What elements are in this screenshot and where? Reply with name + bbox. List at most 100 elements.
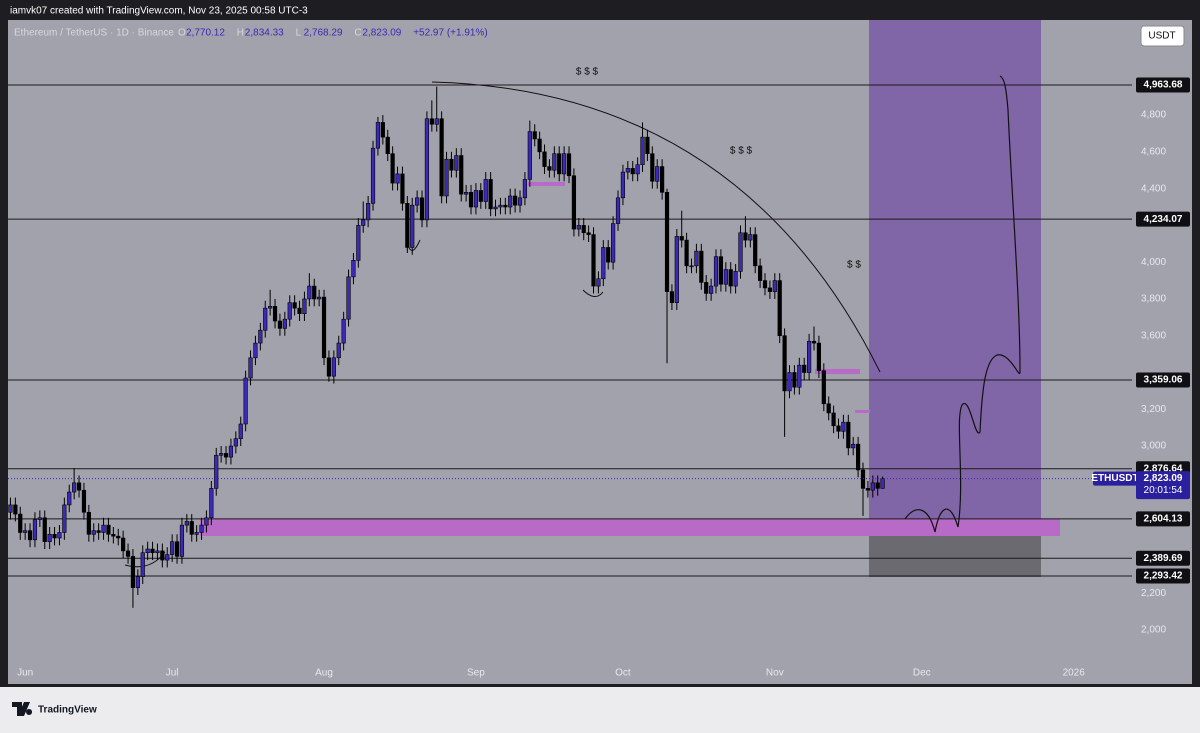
candle-body [767, 287, 773, 292]
candle-body [807, 340, 812, 373]
candle-body [336, 342, 341, 359]
candle-body [116, 535, 121, 539]
candle-body [130, 556, 136, 588]
candle-body [321, 296, 327, 359]
candle-body [517, 197, 523, 206]
currency-button[interactable] [1140, 25, 1185, 47]
candle-body [346, 276, 351, 320]
candle-body [640, 136, 645, 166]
candle-body [76, 482, 82, 491]
candle-body [772, 280, 777, 292]
level-label: 4,234.07 [1144, 214, 1183, 225]
candle-body [459, 155, 464, 195]
candle-body [821, 370, 826, 405]
candle-body [106, 524, 111, 535]
candle-body [743, 232, 748, 241]
candle-body [797, 364, 802, 388]
candle-body [811, 340, 817, 344]
symbol-tag-box [1093, 471, 1137, 486]
candle-body [542, 151, 547, 167]
candle-body [179, 524, 185, 557]
candle-body [513, 195, 518, 206]
candle-body [277, 320, 283, 329]
candle-body [223, 453, 229, 458]
candle-body [52, 534, 57, 539]
level-label-box [1136, 77, 1190, 93]
candle-body [576, 225, 581, 230]
candle-body [96, 530, 101, 533]
candle-body [121, 537, 126, 552]
candle-body [660, 166, 665, 193]
candle-body [478, 190, 483, 202]
candle-body [86, 511, 91, 535]
candle-body [596, 278, 601, 287]
candle-body [713, 256, 719, 287]
candle-body [870, 482, 875, 491]
candle-body [228, 445, 234, 458]
candle-body [748, 234, 753, 241]
candle-body [674, 236, 679, 303]
candle-body [841, 421, 846, 432]
candle-body [23, 530, 28, 533]
candle-body [508, 195, 513, 208]
candle-body [449, 158, 454, 171]
candle-body [390, 153, 395, 184]
candle-body [248, 357, 253, 379]
candle-body [846, 421, 851, 449]
candle-body [439, 118, 444, 197]
candle-body [836, 425, 841, 432]
candle-body [150, 548, 155, 554]
candle-body [184, 521, 189, 526]
candle-body [571, 175, 577, 230]
level-label: 2,604.13 [1144, 513, 1183, 524]
change: +52.97 (+1.91%) [413, 28, 488, 39]
candle-body [67, 491, 72, 506]
candle-body [400, 173, 405, 204]
candle-body [194, 532, 199, 535]
candle-body [366, 203, 371, 221]
candle-body [860, 469, 866, 489]
candle-body [454, 155, 459, 171]
candle-body [189, 521, 194, 535]
candle-body [214, 454, 219, 489]
candle-body [875, 482, 880, 489]
currency-button-label[interactable]: USDT [1148, 31, 1175, 42]
candle-body [170, 541, 175, 555]
candle-body [782, 335, 787, 392]
level-label: 2,389.69 [1144, 553, 1183, 564]
candle-body [689, 265, 694, 268]
candle-body [37, 517, 42, 520]
candle-body [238, 423, 243, 440]
y-tick-label: 2,200 [1141, 588, 1166, 599]
level-label-box [1136, 511, 1190, 527]
candle-body [219, 453, 224, 456]
x-tick-label: Jul [166, 668, 179, 679]
x-tick-label: Dec [913, 668, 931, 679]
candle-body [753, 234, 758, 267]
candle-body [851, 443, 856, 449]
candle-body [47, 534, 52, 542]
candle-body [611, 223, 616, 263]
readout-value: 2,768.29 [304, 28, 343, 39]
candle-body [826, 403, 831, 414]
candle-body [880, 478, 885, 489]
candle-body [709, 285, 714, 294]
annotation: $ $ $ [730, 146, 753, 157]
candle-body [410, 204, 415, 248]
readout-label: L [296, 28, 302, 39]
level-label-box [1136, 211, 1190, 227]
candle-body [464, 191, 469, 195]
y-tick-label: 4,600 [1141, 146, 1166, 157]
candle-body [429, 118, 434, 125]
y-tick-label: 2,000 [1141, 625, 1166, 636]
candle-body [140, 552, 145, 577]
level-label: 3,359.06 [1144, 375, 1183, 386]
candle-body [473, 190, 479, 208]
candle-body [581, 225, 586, 234]
y-tick-label: 4,800 [1141, 110, 1166, 121]
last-price-box [1136, 471, 1190, 500]
candle-body [723, 269, 728, 285]
candle-body [268, 306, 273, 309]
candle-body [557, 153, 562, 175]
